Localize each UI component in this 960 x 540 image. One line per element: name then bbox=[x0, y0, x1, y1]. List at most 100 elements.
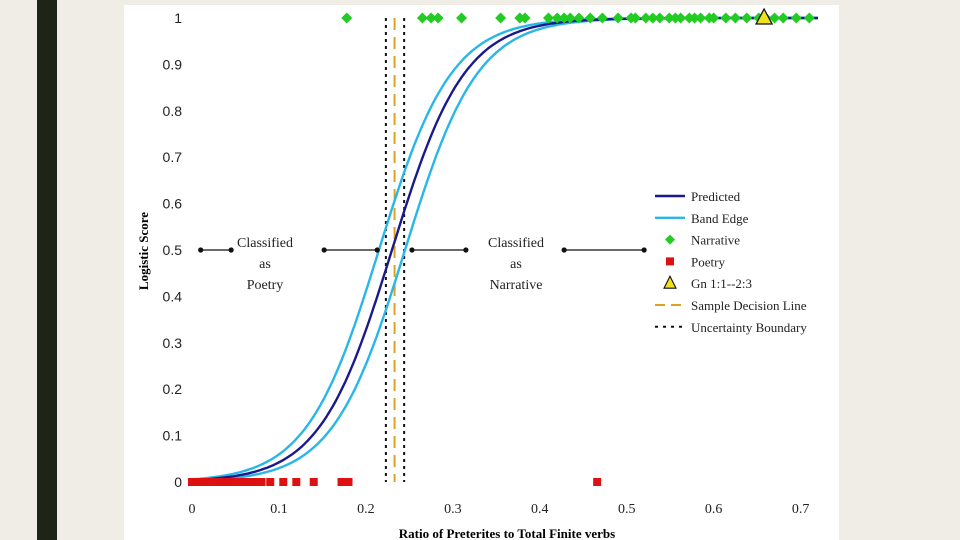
legend-label: Uncertainty Boundary bbox=[691, 320, 807, 335]
poetry-point bbox=[309, 478, 318, 486]
x-axis-label: Ratio of Preterites to Total Finite verb… bbox=[399, 526, 615, 540]
arrow-dot bbox=[321, 247, 327, 253]
poetry-point bbox=[337, 478, 346, 486]
narrative-point bbox=[425, 12, 437, 24]
annotation-narrative-text: Classified bbox=[488, 236, 544, 251]
narrative-point bbox=[629, 12, 641, 24]
chart-panel bbox=[124, 5, 839, 540]
poetry-point bbox=[240, 478, 249, 486]
poetry-point bbox=[253, 478, 262, 486]
narrative-point bbox=[803, 12, 815, 24]
arrow-dot bbox=[198, 247, 204, 253]
poetry-point bbox=[344, 478, 353, 486]
y-tick-label: 0.3 bbox=[163, 335, 183, 351]
poetry-point bbox=[222, 478, 231, 486]
arrow-dot bbox=[463, 247, 469, 253]
poetry-point bbox=[593, 478, 602, 486]
arrow-dot bbox=[374, 247, 380, 253]
poetry-point bbox=[214, 478, 223, 486]
narrative-point bbox=[663, 12, 675, 24]
narrative-point bbox=[689, 12, 701, 24]
y-tick-label: 0.1 bbox=[163, 428, 183, 444]
poetry-point bbox=[205, 478, 214, 486]
y-tick-label: 0.4 bbox=[163, 288, 183, 304]
x-tick-label: 0.7 bbox=[792, 502, 810, 517]
narrative-point bbox=[790, 12, 802, 24]
narrative-point bbox=[432, 12, 444, 24]
poetry-point bbox=[227, 478, 236, 486]
narrative-point bbox=[519, 12, 531, 24]
classification-annotations: Classified as Poetry Classified as Narrative bbox=[237, 236, 544, 293]
x-tick-label: 0 bbox=[189, 502, 196, 517]
legend-gn-marker bbox=[663, 274, 677, 289]
narrative-point bbox=[640, 12, 652, 24]
slide-side-bar bbox=[37, 0, 57, 540]
narrative-point bbox=[741, 12, 753, 24]
decision-lines bbox=[384, 18, 406, 482]
narrative-point bbox=[456, 12, 468, 24]
classification-arrows bbox=[198, 247, 647, 253]
narrative-point bbox=[341, 12, 353, 24]
legend-label: Sample Decision Line bbox=[691, 298, 807, 313]
narrative-point bbox=[558, 12, 570, 24]
narrative-point bbox=[777, 12, 789, 24]
arrow-dot bbox=[228, 247, 234, 253]
narrative-point bbox=[708, 12, 720, 24]
narrative-point bbox=[675, 12, 687, 24]
narrative-point bbox=[695, 12, 707, 24]
poetry-point bbox=[231, 478, 240, 486]
y-tick-label: 0.6 bbox=[163, 196, 183, 212]
legend-label: Band Edge bbox=[691, 211, 749, 226]
y-tick-label: 0.2 bbox=[163, 381, 183, 397]
x-tick-label: 0.3 bbox=[444, 502, 462, 517]
narrative-point bbox=[584, 12, 596, 24]
narrative-point bbox=[564, 12, 576, 24]
annotation-narrative-text: as bbox=[510, 257, 522, 272]
poetry-point bbox=[279, 478, 288, 486]
narrative-point bbox=[654, 12, 666, 24]
x-tick-label: 0.2 bbox=[357, 502, 375, 517]
legend-poetry-marker bbox=[666, 257, 674, 266]
annotation-poetry-text: as bbox=[259, 257, 271, 272]
x-axis-ticks: 0 0.1 0.2 0.3 0.4 0.5 0.6 0.7 bbox=[189, 502, 810, 517]
gn-point bbox=[755, 7, 774, 25]
poetry-point bbox=[188, 478, 196, 486]
poetry-point bbox=[235, 478, 244, 486]
annotation-narrative-text: Narrative bbox=[490, 278, 543, 293]
y-tick-label: 0 bbox=[174, 474, 182, 490]
x-tick-label: 0.5 bbox=[618, 502, 636, 517]
y-tick-label: 0.7 bbox=[163, 149, 183, 165]
annotation-poetry-text: Classified bbox=[237, 236, 293, 251]
narrative-point bbox=[729, 12, 741, 24]
y-axis-label: Logistic Score bbox=[136, 212, 151, 290]
arrow-dot bbox=[641, 247, 647, 253]
narrative-point bbox=[720, 12, 732, 24]
poetry-point bbox=[196, 478, 205, 486]
arrow-dot bbox=[409, 247, 415, 253]
narrative-point bbox=[647, 12, 659, 24]
y-tick-label: 0.8 bbox=[163, 103, 183, 119]
y-tick-label: 0.9 bbox=[163, 56, 183, 72]
arrow-dot bbox=[561, 247, 567, 253]
narrative-point bbox=[769, 12, 781, 24]
poetry-point bbox=[209, 478, 218, 486]
legend-label: Predicted bbox=[691, 189, 741, 204]
poetry-point bbox=[218, 478, 227, 486]
narrative-point bbox=[542, 12, 554, 24]
y-tick-label: 1 bbox=[174, 10, 182, 26]
legend-label: Poetry bbox=[691, 254, 725, 269]
annotation-poetry-text: Poetry bbox=[247, 278, 284, 293]
legend-narrative-marker bbox=[665, 234, 675, 245]
y-tick-label: 0.5 bbox=[163, 242, 183, 258]
x-tick-label: 0.4 bbox=[531, 502, 549, 517]
data-points bbox=[188, 7, 815, 486]
narrative-point bbox=[551, 12, 563, 24]
narrative-point bbox=[612, 12, 624, 24]
narrative-point bbox=[495, 12, 507, 24]
y-axis-ticks: 0 0.1 0.2 0.3 0.4 0.5 0.6 0.7 0.8 0.9 1 bbox=[163, 10, 183, 490]
narrative-point bbox=[573, 12, 585, 24]
poetry-point bbox=[266, 478, 275, 486]
poetry-point bbox=[292, 478, 301, 486]
legend-label: Narrative bbox=[691, 233, 740, 248]
